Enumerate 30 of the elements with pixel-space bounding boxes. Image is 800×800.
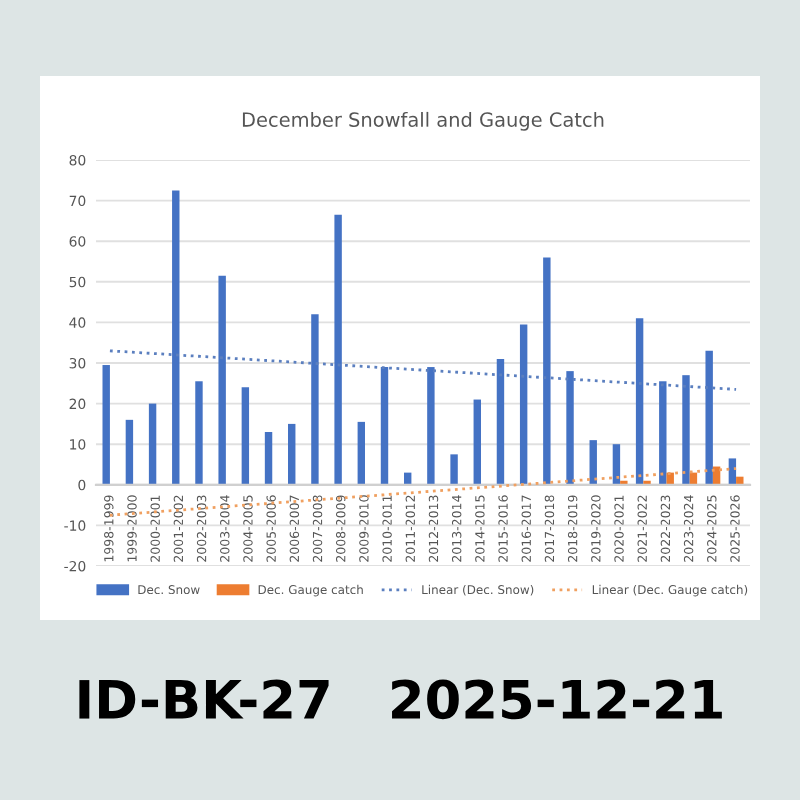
bar	[172, 190, 180, 485]
bar	[659, 381, 667, 485]
bar	[148, 403, 157, 485]
bar	[543, 257, 551, 485]
bar	[218, 275, 226, 485]
bar	[334, 214, 342, 485]
bar	[612, 444, 621, 485]
bar	[195, 381, 203, 485]
bar	[427, 367, 435, 485]
bar	[357, 421, 366, 485]
bar	[589, 440, 597, 485]
bar	[473, 399, 481, 485]
bar	[635, 318, 644, 485]
bar	[311, 314, 319, 485]
bar	[450, 454, 458, 485]
bar	[288, 423, 296, 485]
bar	[566, 371, 574, 485]
bar	[519, 324, 528, 485]
chart-title: December Snowfall and Gauge Catch	[242, 111, 604, 131]
bar	[705, 350, 713, 485]
bar	[380, 367, 389, 485]
bar	[736, 476, 744, 485]
bar	[241, 387, 250, 485]
bar	[125, 419, 134, 485]
bar	[496, 358, 505, 485]
bar	[728, 458, 737, 485]
bar	[682, 375, 690, 485]
text: ID-BK-27 2025-12-21	[79, 679, 722, 720]
bar	[264, 432, 273, 485]
bar	[102, 365, 110, 485]
